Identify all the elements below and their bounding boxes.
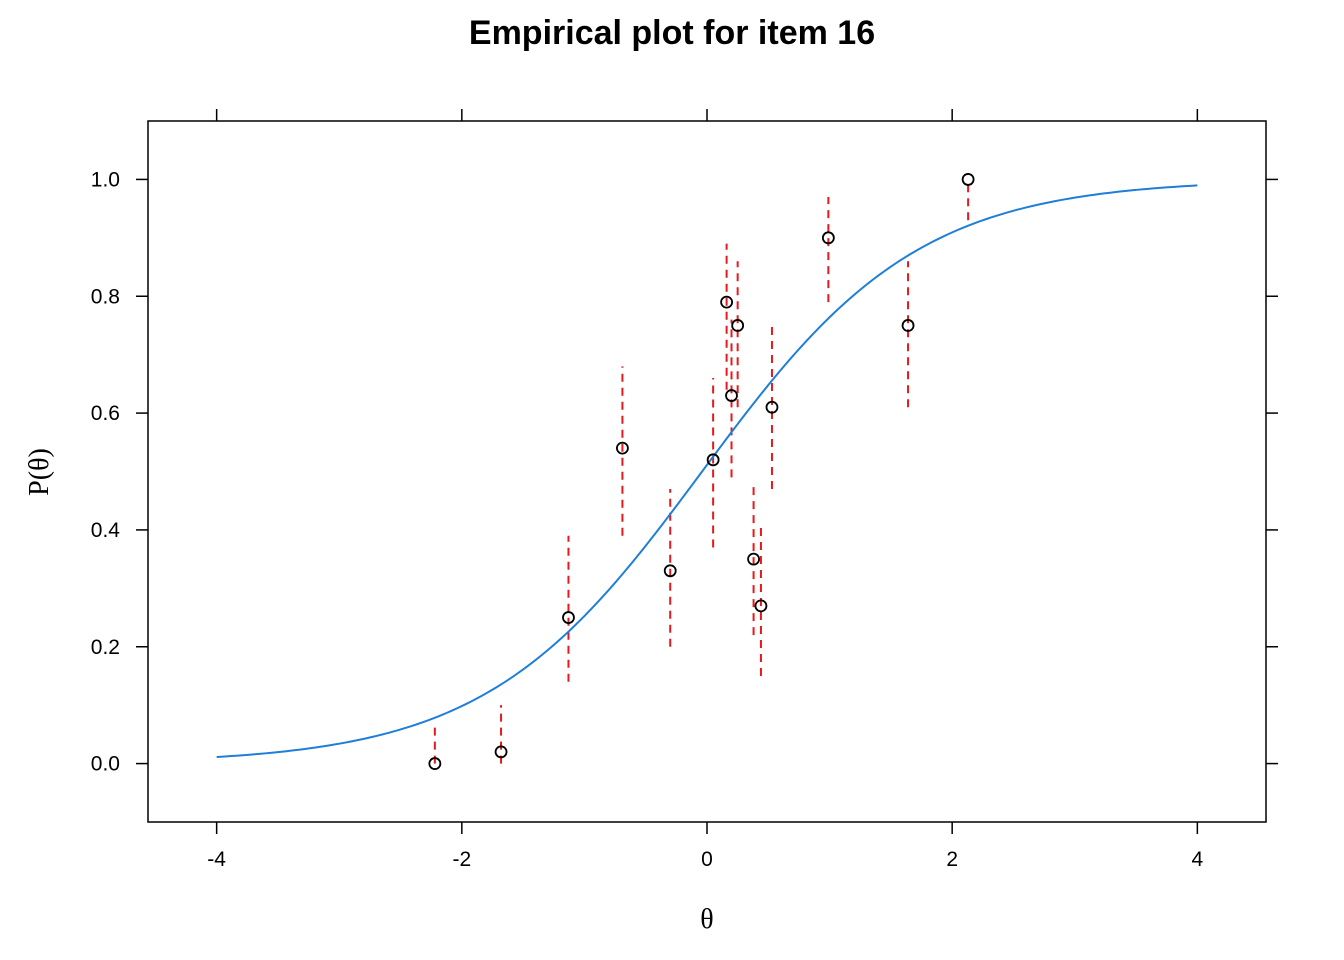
- data-point: [562, 611, 575, 624]
- y-tick-label: 0.6: [91, 402, 120, 425]
- y-tick-label: 0.2: [91, 636, 120, 659]
- x-tick-label: 4: [1192, 848, 1204, 871]
- fitted-curve: [216, 184, 1198, 758]
- y-tick-label: 0.4: [91, 519, 121, 542]
- y-axis-title: P(θ): [24, 448, 55, 496]
- data-point: [747, 552, 760, 566]
- data-point: [663, 564, 677, 578]
- data-point: [731, 319, 745, 332]
- x-tick-label: -4: [207, 848, 226, 871]
- data-point: [961, 173, 975, 186]
- data-point: [821, 231, 835, 245]
- data-point: [754, 599, 768, 613]
- data-point: [494, 745, 508, 759]
- plot-frame: [147, 120, 1267, 823]
- x-tick-label: 0: [701, 848, 713, 871]
- data-point: [765, 400, 779, 414]
- data-point: [901, 319, 915, 332]
- chart-title: Empirical plot for item 16: [469, 14, 875, 52]
- data-point: [725, 389, 738, 402]
- data-point: [616, 441, 629, 455]
- data-point: [428, 757, 442, 770]
- data-point: [720, 295, 734, 309]
- y-tick-label: 0.0: [91, 753, 120, 776]
- x-tick-label: 2: [946, 848, 958, 871]
- y-tick-label: 0.8: [91, 285, 120, 308]
- x-tick-label: -2: [452, 848, 471, 871]
- x-axis-title: θ: [700, 904, 713, 935]
- data-point: [706, 453, 720, 467]
- y-tick-label: 1.0: [91, 168, 120, 191]
